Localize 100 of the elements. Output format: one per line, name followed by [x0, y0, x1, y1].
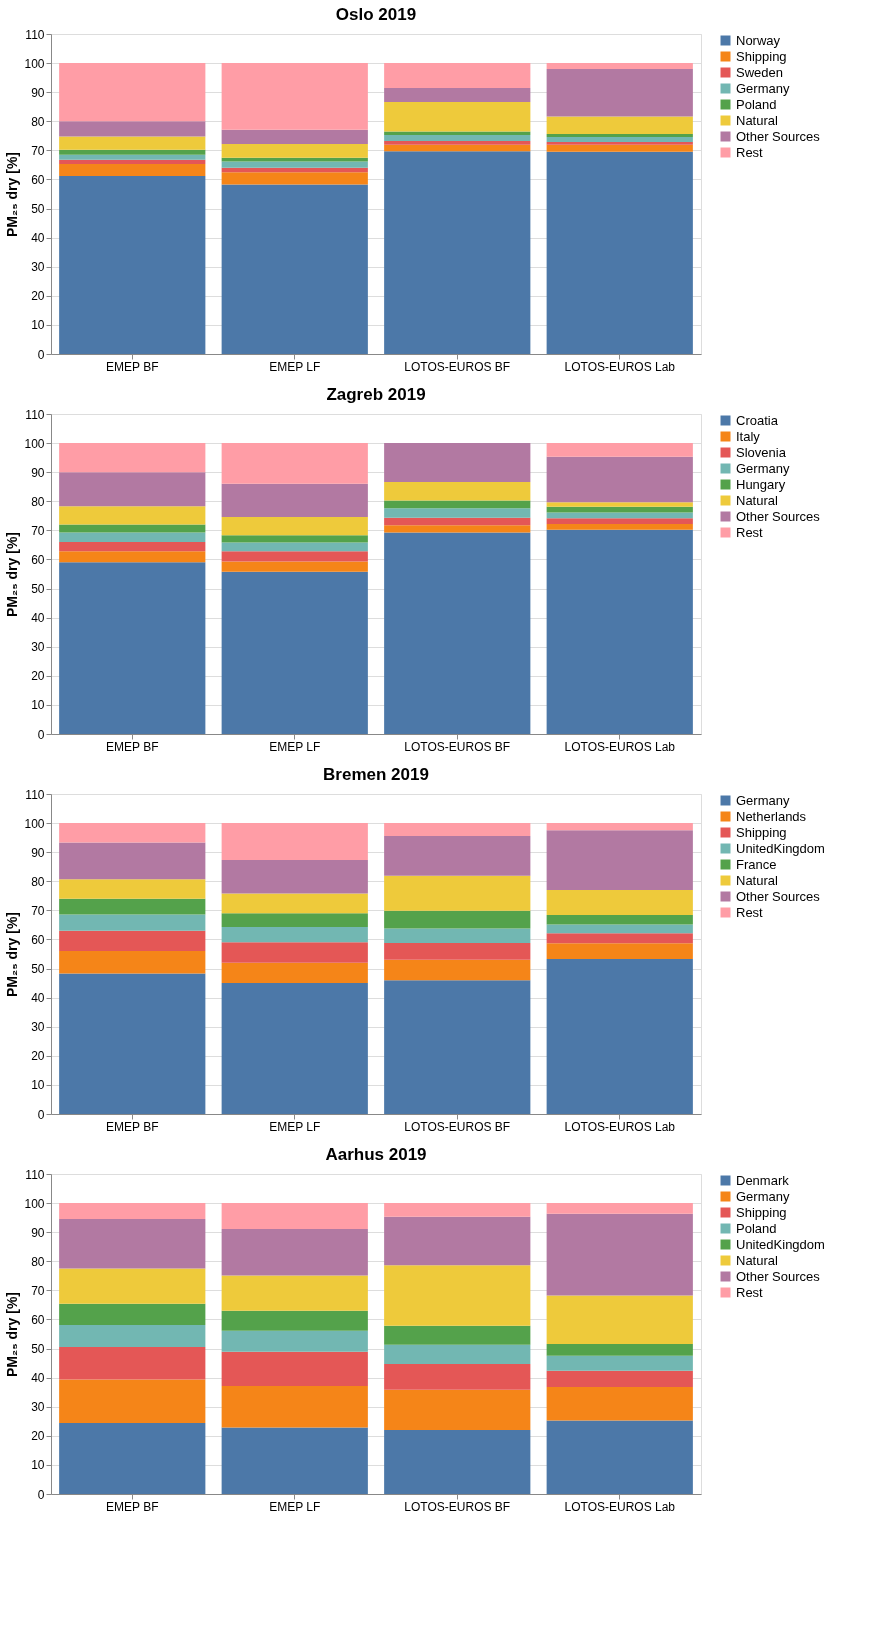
bar [221, 860, 368, 894]
legend-label: UnitedKingdom [736, 840, 825, 856]
x-tick-label: LOTOS-EUROS BF [404, 1499, 511, 1514]
bar [546, 518, 693, 524]
bar [221, 561, 368, 572]
bar [546, 915, 693, 925]
bar [221, 962, 368, 984]
legend-label: Natural [736, 1252, 779, 1268]
y-tick-label: 110 [25, 787, 45, 802]
y-tick-label: 10 [31, 318, 45, 333]
bar [59, 164, 206, 176]
y-tick-label: 50 [31, 1342, 45, 1357]
bar [59, 1423, 206, 1494]
y-tick-label: 70 [31, 143, 45, 158]
x-tick-label: EMEP LF [269, 1499, 321, 1514]
bar [546, 958, 693, 1114]
y-tick-label: 110 [25, 1167, 45, 1182]
chart-title: Oslo 2019 [335, 5, 417, 24]
bar [59, 154, 206, 160]
bar [384, 875, 531, 911]
bar [59, 443, 206, 473]
legend-label: Germany [736, 460, 790, 476]
y-tick-label: 50 [31, 202, 45, 217]
y-tick-label: 20 [31, 289, 45, 304]
bar [221, 1330, 368, 1352]
bar [546, 502, 693, 507]
bar [384, 942, 531, 960]
bar [384, 141, 531, 145]
x-tick-label: LOTOS-EUROS Lab [564, 739, 676, 754]
y-tick-label: 10 [31, 1078, 45, 1093]
legend-label: Other Sources [736, 508, 821, 524]
legend-label: Denmark [736, 1172, 790, 1188]
bar [221, 535, 368, 543]
bar [546, 1213, 693, 1296]
bar [384, 1363, 531, 1390]
bar [384, 1203, 531, 1217]
legend-label: Germany [736, 792, 790, 808]
bar [221, 184, 368, 354]
legend-label: Shipping [736, 48, 787, 64]
bar [59, 551, 206, 563]
legend-label: Sweden [736, 64, 783, 80]
bar [59, 1203, 206, 1220]
bar [59, 472, 206, 507]
bar [546, 1203, 693, 1214]
y-tick-label: 110 [25, 407, 45, 422]
bar [546, 151, 693, 354]
legend-label: Shipping [736, 824, 787, 840]
y-tick-label: 100 [24, 1196, 45, 1211]
y-tick-label: 20 [31, 1429, 45, 1444]
bar [221, 63, 368, 130]
y-tick-label: 90 [31, 465, 45, 480]
bar [546, 506, 693, 513]
bar [221, 129, 368, 144]
bar [384, 500, 531, 509]
legend-label: Other Sources [736, 888, 821, 904]
legend-label: Croatia [736, 412, 779, 428]
y-tick-label: 60 [31, 172, 45, 187]
bar [221, 551, 368, 562]
bar [221, 823, 368, 861]
x-tick-label: EMEP BF [106, 739, 159, 754]
x-tick-label: EMEP BF [106, 1119, 159, 1134]
legend-label: Natural [736, 112, 779, 128]
bar [59, 842, 206, 880]
bar [546, 1295, 693, 1344]
bar [221, 167, 368, 173]
bar [384, 980, 531, 1114]
bar [384, 443, 531, 483]
legend-label: Slovenia [736, 444, 787, 460]
bar [384, 1344, 531, 1364]
x-tick-label: EMEP LF [269, 739, 321, 754]
bar [221, 1351, 368, 1387]
bar [384, 928, 531, 943]
bar [384, 532, 531, 734]
bar [59, 136, 206, 150]
legend-label: Shipping [736, 1204, 787, 1220]
bar [221, 926, 368, 943]
bar [384, 1430, 531, 1494]
bar [59, 1379, 206, 1424]
y-tick-label: 20 [31, 669, 45, 684]
chart-title: Aarhus 2019 [325, 1145, 427, 1164]
bar [546, 830, 693, 890]
y-tick-label: 0 [37, 347, 45, 362]
y-tick-label: 70 [31, 903, 45, 918]
bar [384, 88, 531, 103]
bar [221, 1228, 368, 1276]
bar [59, 63, 206, 122]
bar [221, 443, 368, 484]
y-tick-label: 90 [31, 85, 45, 100]
x-tick-label: LOTOS-EUROS Lab [564, 1119, 676, 1134]
bar [59, 1219, 206, 1269]
bar [546, 141, 693, 145]
y-tick-label: 90 [31, 845, 45, 860]
x-tick-label: EMEP BF [106, 1499, 159, 1514]
y-tick-label: 80 [31, 114, 45, 129]
legend-label: Other Sources [736, 1268, 821, 1284]
legend-label: Italy [736, 428, 761, 444]
bar [59, 175, 206, 354]
bar [59, 506, 206, 525]
bar [546, 1420, 693, 1494]
bar [546, 134, 693, 137]
